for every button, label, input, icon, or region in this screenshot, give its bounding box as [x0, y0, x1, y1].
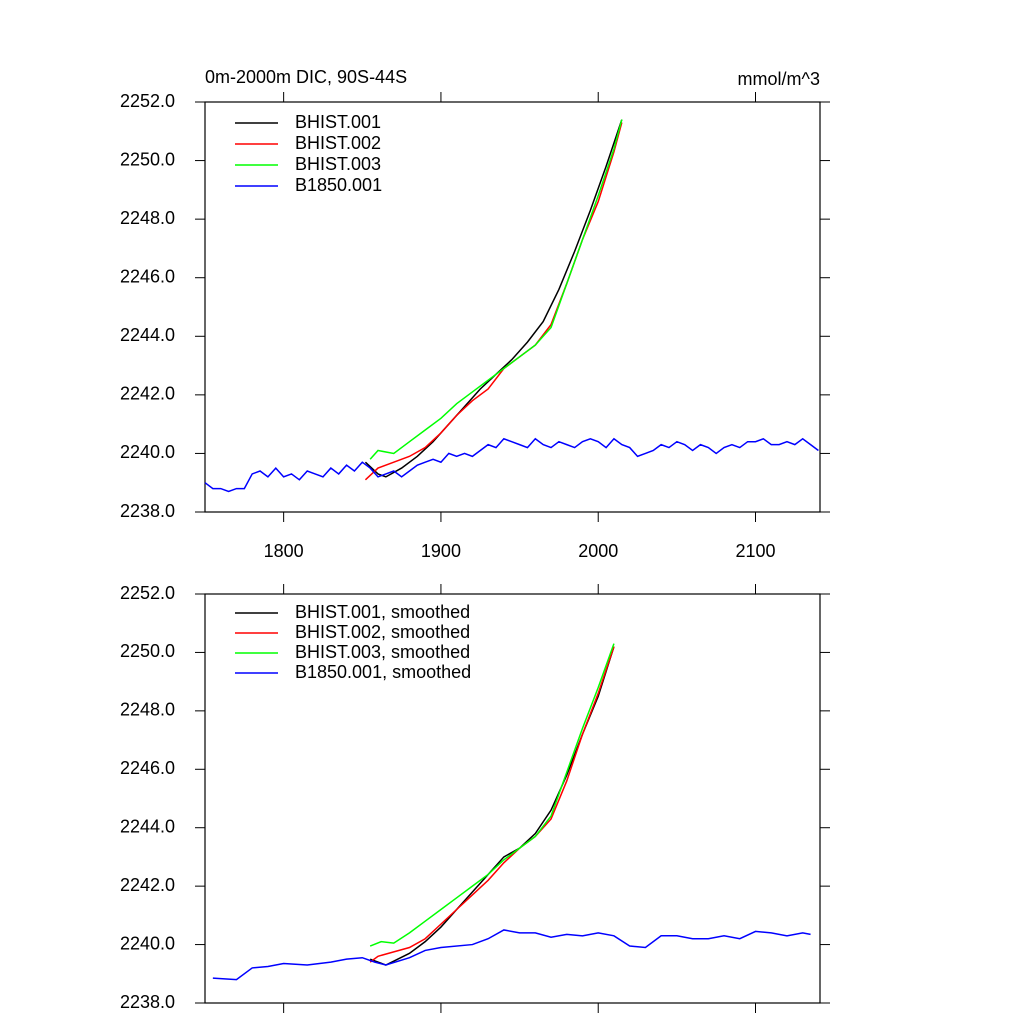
legend-label: BHIST.001 [295, 112, 381, 132]
legend-label: BHIST.002, smoothed [295, 622, 470, 642]
data-line [212, 929, 811, 981]
chart-title: 0m-2000m DIC, 90S-44S [205, 67, 407, 87]
legend-label: B1850.001, smoothed [295, 662, 471, 682]
legend-label: BHIST.002 [295, 133, 381, 153]
y-tick-label: 2242.0 [120, 875, 175, 895]
y-tick-label: 2250.0 [120, 149, 175, 169]
data-line [204, 437, 819, 493]
data-line [364, 122, 623, 481]
y-tick-label: 2248.0 [120, 208, 175, 228]
y-tick-label: 2250.0 [120, 641, 175, 661]
data-line [369, 119, 623, 460]
x-tick-label: 1900 [421, 541, 461, 561]
plot-frame [204, 593, 821, 1004]
y-tick-label: 2242.0 [120, 384, 175, 404]
data-line [369, 646, 615, 963]
x-tick-label: 2000 [578, 541, 618, 561]
y-tick-label: 2252.0 [120, 91, 175, 111]
y-tick-label: 2246.0 [120, 758, 175, 778]
legend-label: BHIST.003 [295, 154, 381, 174]
units-label: mmol/m^3 [738, 69, 820, 89]
data-line [369, 646, 615, 966]
y-tick-label: 2240.0 [120, 933, 175, 953]
y-tick-label: 2244.0 [120, 816, 175, 836]
y-tick-label: 2248.0 [120, 700, 175, 720]
y-tick-label: 2244.0 [120, 325, 175, 345]
data-line [364, 119, 623, 478]
y-tick-label: 2246.0 [120, 266, 175, 286]
plot-frame [204, 101, 821, 513]
y-tick-label: 2238.0 [120, 992, 175, 1012]
y-tick-label: 2252.0 [120, 583, 175, 603]
data-line [369, 643, 615, 947]
legend-label: BHIST.003, smoothed [295, 642, 470, 662]
x-tick-label: 2100 [735, 541, 775, 561]
legend-label: B1850.001 [295, 175, 382, 195]
legend-label: BHIST.001, smoothed [295, 602, 470, 622]
x-tick-label: 1800 [264, 541, 304, 561]
y-tick-label: 2238.0 [120, 501, 175, 521]
y-tick-label: 2240.0 [120, 442, 175, 462]
